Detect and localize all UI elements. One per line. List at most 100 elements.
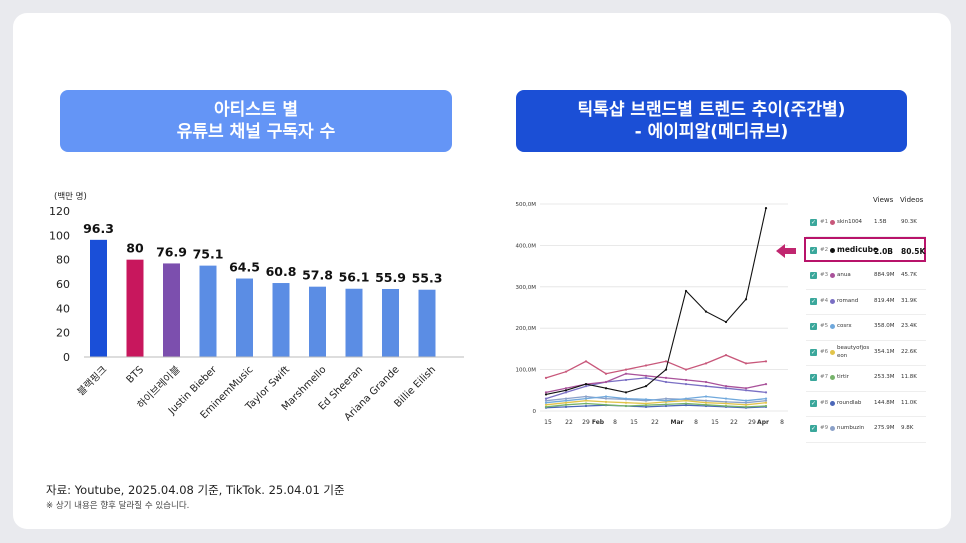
series-point	[704, 362, 708, 365]
series-point	[704, 310, 708, 313]
series-point	[584, 399, 588, 402]
checkbox-icon[interactable]: ✓	[810, 219, 817, 226]
brand-ranking-table: Views Videos ✓ #1 skin1004 1.5B 90.3K ✓ #2 medi…	[804, 193, 926, 443]
rank-label: #1	[820, 219, 829, 225]
checkbox-icon[interactable]: ✓	[810, 246, 817, 254]
series-line-skin1004	[545, 354, 767, 379]
bar-value-label: 80	[126, 241, 144, 256]
right-title-line2: - 에이피알(메디큐브)	[634, 122, 789, 142]
bar-8	[382, 288, 399, 357]
x-tick-label: Mar	[671, 419, 684, 426]
bar-value-label: 56.1	[339, 270, 370, 285]
series-point	[644, 402, 648, 405]
y-tick-label: 80	[56, 254, 70, 267]
series-point	[544, 376, 548, 379]
series-point	[684, 404, 688, 407]
left-chart-title: 아티스트 별 유튜브 채널 구독자 수	[60, 90, 452, 152]
source-text: 자료: Youtube, 2025.04.08 기준, TikTok. 25.0…	[46, 483, 345, 497]
y-tick-label: 40	[56, 302, 70, 315]
views-value: 2.0B	[874, 246, 894, 256]
series-point	[684, 382, 688, 386]
videos-value: 23.4K	[901, 323, 917, 329]
rank-label: #4	[820, 297, 829, 304]
left-title-line1: 아티스트 별	[213, 100, 299, 120]
series-point	[584, 385, 588, 388]
series-line-cosrx	[545, 395, 767, 404]
series-point	[624, 401, 628, 404]
series-color-dot-icon	[830, 298, 835, 304]
series-point	[644, 398, 648, 401]
x-tick-label: 22	[651, 419, 659, 426]
series-point	[564, 399, 568, 402]
series-line-roundlab	[545, 404, 767, 409]
videos-value: 45.7K	[901, 272, 917, 278]
brand-name: numbuzin	[837, 425, 865, 431]
videos-value: 11.8K	[901, 374, 917, 380]
series-point	[704, 401, 708, 404]
series-point	[564, 401, 568, 404]
rank-label: #9	[820, 425, 829, 431]
x-tick-label: 15	[630, 419, 638, 426]
series-point	[704, 385, 708, 388]
series-point	[564, 403, 568, 406]
series-point	[664, 368, 668, 371]
series-point	[744, 298, 748, 301]
series-line-romand	[545, 377, 767, 400]
rank-label: #3	[820, 272, 829, 278]
x-tick-label: 8	[694, 419, 698, 426]
left-title-line2: 유튜브 채널 구독자 수	[176, 122, 336, 142]
videos-value: 11.0K	[901, 399, 917, 406]
series-point	[564, 370, 568, 373]
rank-label: #5	[820, 323, 829, 329]
series-point	[564, 389, 568, 392]
views-value: 275.9M	[874, 425, 895, 431]
series-point	[644, 405, 648, 408]
series-point	[684, 368, 688, 371]
bar-value-label: 60.8	[266, 264, 297, 279]
checkbox-icon[interactable]: ✓	[810, 374, 817, 381]
series-color-dot-icon	[830, 220, 835, 225]
series-point	[604, 387, 608, 390]
series-point	[724, 320, 728, 324]
x-tick-label: Feb	[592, 419, 605, 426]
table-row: ✓ #9 numbuzin 275.9M 9.8K	[806, 417, 926, 443]
checkbox-icon[interactable]: ✓	[810, 272, 817, 279]
y-tick-label: 100	[49, 229, 70, 242]
series-point	[764, 397, 768, 400]
brand-name: beautyofjos eon	[837, 344, 870, 359]
series-point	[604, 397, 608, 400]
series-point	[704, 399, 708, 402]
series-point	[724, 397, 728, 400]
checkbox-icon[interactable]: ✓	[810, 323, 817, 330]
checkbox-icon[interactable]: ✓	[810, 425, 817, 432]
bar-5	[272, 283, 290, 357]
bar-value-label: 55.3	[412, 271, 443, 286]
series-point	[624, 397, 628, 400]
brand-name: cosrx	[837, 323, 852, 329]
y-tick-label: 0	[533, 409, 537, 415]
checkbox-icon[interactable]: ✓	[810, 348, 817, 356]
brand-name: skin1004	[837, 219, 863, 225]
table-row: ✓ #4 romand 819.4M 31.9K	[806, 290, 926, 315]
bar-4	[236, 278, 253, 357]
series-point	[684, 289, 688, 293]
views-value: 354.1M	[874, 348, 895, 355]
series-point	[764, 401, 768, 404]
rank-label: #8	[820, 399, 829, 406]
series-line-beautyofjoseon	[545, 400, 767, 406]
checkbox-icon[interactable]: ✓	[810, 399, 817, 407]
rank-label: #2	[820, 246, 829, 253]
series-point	[744, 403, 748, 406]
series-point	[544, 403, 548, 406]
y-tick-label: 120	[49, 205, 70, 218]
videos-value: 9.8K	[901, 425, 914, 431]
table-row: ✓ #6 beautyofjos eon 354.1M 22.6K	[806, 341, 926, 366]
series-point	[644, 374, 648, 377]
brand-name: medicube	[837, 244, 879, 254]
checkbox-icon[interactable]: ✓	[810, 297, 817, 305]
brand-name: roundlab	[837, 399, 862, 406]
series-point	[724, 387, 728, 390]
series-color-dot-icon	[830, 349, 835, 355]
series-point	[584, 360, 588, 363]
